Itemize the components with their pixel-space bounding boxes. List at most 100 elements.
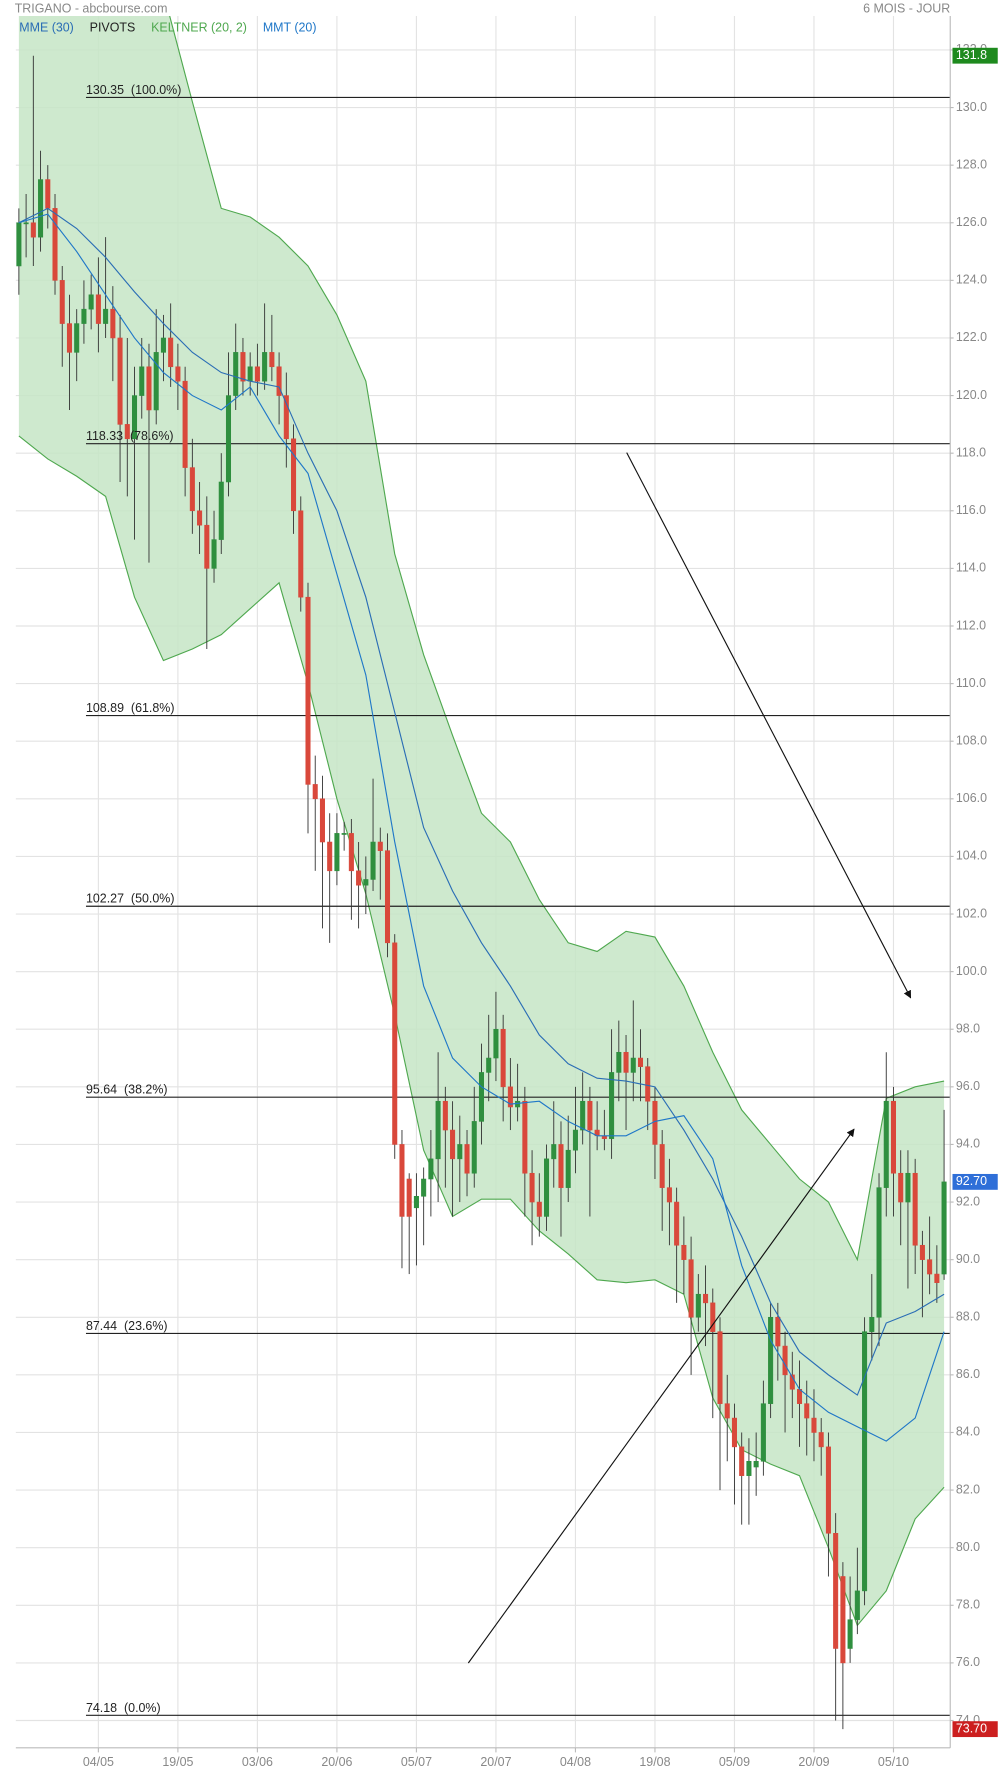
pivot-label: 102.27 (50.0%) [86, 892, 175, 906]
axes: 74.076.078.080.082.084.086.088.090.092.0… [15, 15, 998, 1769]
x-tick-label: 20/07 [480, 1755, 511, 1769]
candle-body [392, 942, 398, 1145]
candle-body [406, 1178, 412, 1217]
candle-body [312, 784, 318, 800]
candle-body [132, 395, 138, 440]
candle-body [74, 323, 80, 353]
candle-body [630, 1057, 636, 1073]
candle-body [139, 366, 145, 396]
y-tick-label: 106.0 [956, 791, 987, 805]
candle-body [876, 1187, 882, 1318]
candle-body [45, 179, 51, 209]
candle-body [305, 596, 311, 785]
candle-body [160, 337, 166, 353]
candle-body [890, 1100, 897, 1174]
x-tick-label: 04/05 [83, 1755, 114, 1769]
candle-body [609, 1072, 615, 1139]
y-tick-label: 126.0 [956, 215, 987, 229]
candle-body [789, 1374, 795, 1390]
candle-body [927, 1259, 933, 1275]
price-marker-label: 131.8 [956, 48, 987, 62]
x-tick-label: 19/05 [162, 1755, 193, 1769]
candle-body [30, 222, 36, 238]
candle-body [233, 352, 239, 396]
candle-body [197, 510, 203, 526]
candle-body [637, 1057, 644, 1067]
candle-body [544, 1158, 550, 1217]
candle-body [363, 879, 369, 886]
plot-area [16, 15, 951, 1730]
candle-body [507, 1086, 513, 1108]
candle-body [818, 1432, 824, 1448]
y-tick-label: 114.0 [956, 561, 986, 575]
candle-body [941, 1181, 947, 1275]
y-tick-label: 128.0 [956, 157, 987, 171]
candle-body [652, 1100, 658, 1145]
y-tick-label: 92.0 [956, 1194, 980, 1208]
y-tick-label: 98.0 [956, 1022, 980, 1036]
x-tick-label: 05/07 [401, 1755, 432, 1769]
candle-body [298, 510, 304, 598]
pivot-label: 108.89 (61.8%) [86, 701, 175, 715]
y-tick-label: 112.0 [956, 618, 986, 632]
candle-body [934, 1273, 940, 1283]
candle-body [768, 1316, 774, 1404]
candle-body [262, 352, 268, 382]
candle-body [16, 222, 22, 267]
candle-body [919, 1244, 925, 1260]
candle-body [23, 222, 29, 225]
candle-body [587, 1100, 593, 1131]
y-tick-label: 80.0 [956, 1540, 980, 1554]
annotation-arrow [467, 1128, 855, 1664]
y-tick-label: 120.0 [956, 388, 987, 402]
candle-body [522, 1100, 528, 1174]
candle-body [529, 1172, 535, 1203]
candle-body [110, 308, 116, 339]
candle-body [688, 1259, 694, 1318]
candle-body [854, 1590, 860, 1620]
candle-body [551, 1144, 557, 1160]
candle-body [703, 1293, 709, 1304]
candle-body [753, 1460, 759, 1468]
candle-body [905, 1172, 911, 1203]
candle-body [59, 280, 65, 324]
keltner-upper [169, 15, 945, 1262]
candle-body [348, 833, 354, 872]
candle-body [464, 1144, 470, 1174]
candle-body [218, 481, 224, 540]
candle-body [760, 1403, 766, 1462]
candle-body [811, 1417, 817, 1433]
candle-body [558, 1144, 564, 1188]
candle-body [153, 352, 159, 411]
candle-body [254, 366, 260, 382]
chart-title: TRIGANO - abcbourse.com [15, 1, 168, 15]
candle-body [428, 1158, 434, 1180]
pivot-label: 95.64 (38.2%) [86, 1083, 168, 1097]
candle-body [695, 1293, 701, 1318]
candle-body [912, 1172, 918, 1246]
candle-body [225, 395, 232, 483]
candle-body [623, 1051, 629, 1073]
candle-body [536, 1201, 542, 1217]
candle-body [710, 1302, 716, 1332]
candle-body [168, 337, 174, 368]
y-tick-label: 76.0 [956, 1655, 980, 1669]
candle-body [471, 1121, 477, 1174]
moving-average [18, 207, 945, 1396]
candle-body [840, 1576, 846, 1664]
x-tick-label: 20/09 [798, 1755, 829, 1769]
candle-body [572, 1129, 578, 1151]
legend-entry: PIVOTS [90, 21, 136, 35]
candle-body [659, 1144, 665, 1188]
y-tick-label: 84.0 [956, 1425, 980, 1439]
candle-body [450, 1129, 456, 1160]
candle-body [319, 798, 325, 843]
candle-body [775, 1316, 781, 1347]
candle-body [88, 294, 94, 310]
candle-body [847, 1619, 853, 1649]
candle-body [435, 1100, 441, 1160]
y-tick-label: 94.0 [956, 1137, 980, 1151]
candle-body [421, 1178, 427, 1197]
candle-body [674, 1201, 680, 1246]
